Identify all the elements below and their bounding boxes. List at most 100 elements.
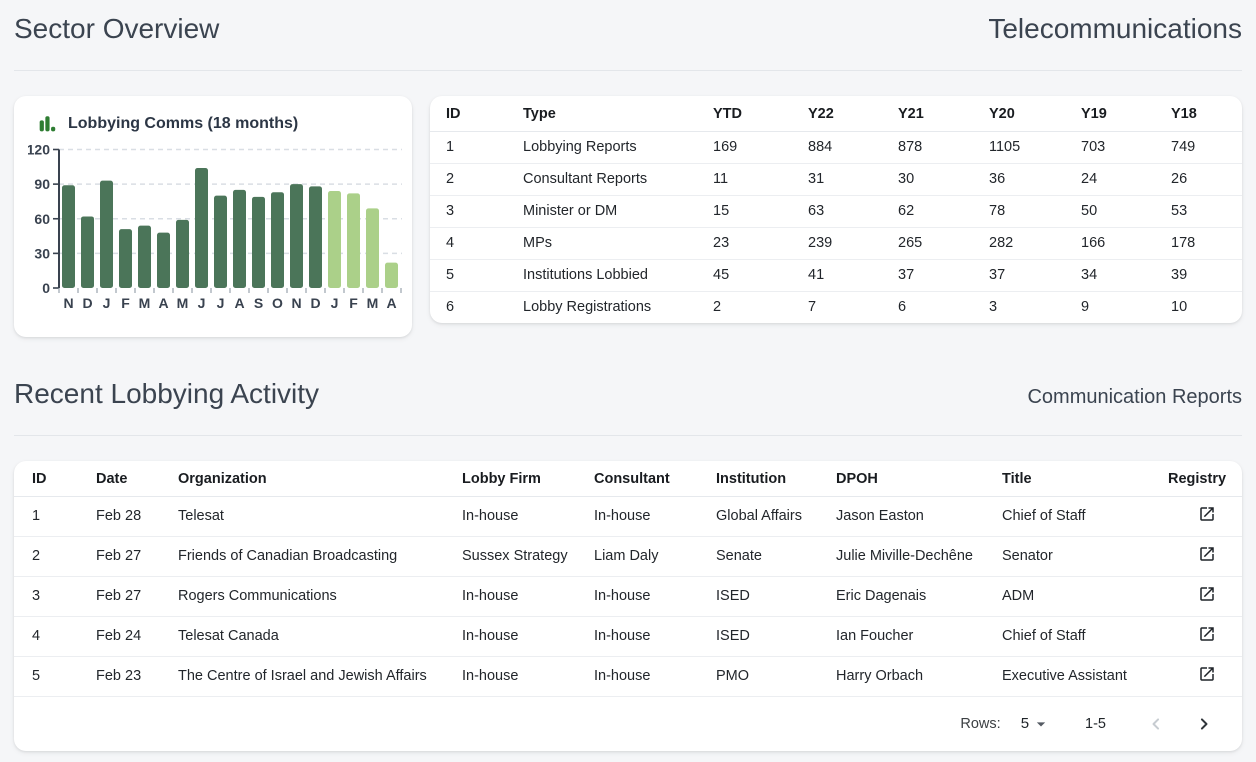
x-axis-label: D: [82, 295, 92, 311]
activity-cell-dpoh: Eric Dagenais: [836, 576, 1002, 617]
bar: [119, 229, 132, 288]
stats-col-header: Y20: [989, 96, 1081, 132]
activity-table-row: 3 Feb 27 Rogers Communications In-house In-h…: [14, 576, 1242, 617]
x-axis-label: A: [386, 295, 396, 311]
stats-col-header: Y21: [898, 96, 989, 132]
stats-col-header: Y19: [1081, 96, 1171, 132]
x-axis-label: F: [349, 295, 358, 311]
stats-cell: Lobbying Reports: [523, 131, 713, 164]
activity-cell-dpoh: Ian Foucher: [836, 616, 1002, 657]
stats-cell: 7: [808, 299, 817, 315]
activity-col-header: Title: [1002, 461, 1154, 497]
chevron-right-icon: [1194, 717, 1214, 737]
stats-cell: 749: [1171, 131, 1242, 164]
x-axis-label: J: [331, 295, 339, 311]
activity-cell-date: Feb 24: [96, 616, 178, 657]
stats-cell: 878: [898, 131, 989, 164]
stats-cell: 265: [898, 227, 989, 260]
stats-cell: 26: [1171, 163, 1242, 196]
stats-cell: 50: [1081, 195, 1171, 228]
activity-cell-title: Chief of Staff: [1002, 616, 1154, 657]
sector-overview-header: Sector Overview Telecommunications: [0, 0, 1256, 45]
stats-cell: 41: [808, 259, 898, 292]
bar: [195, 167, 208, 288]
activity-cell-lobby_firm: Sussex Strategy: [462, 536, 594, 577]
lobbying-comms-card: Lobbying Comms (18 months) 0 30 60 90 120 N D J…: [14, 96, 412, 337]
x-axis-label: N: [63, 295, 73, 311]
activity-cell-registry: [1154, 656, 1242, 697]
stats-cell: 31: [808, 163, 898, 196]
stats-col-header: Type: [523, 96, 713, 132]
activity-table-row: 5 Feb 23 The Centre of Israel and Jewish A…: [14, 656, 1242, 697]
bar: [271, 192, 284, 288]
registry-link-button[interactable]: [1198, 545, 1216, 563]
activity-cell-id: 3: [14, 576, 96, 617]
stats-cell: 239: [808, 227, 898, 260]
x-axis-label: A: [234, 295, 244, 311]
bar: [347, 193, 360, 288]
activity-table-card: ID Date Organization Lobby Firm Consultant In…: [14, 461, 1242, 751]
stats-cell: Minister or DM: [523, 195, 713, 228]
x-axis-label: J: [217, 295, 225, 311]
stats-cell: 4: [430, 227, 523, 260]
activity-cell-id: 1: [14, 496, 96, 537]
stats-table: ID Type YTD Y22 Y21 Y20 Y19 Y18 1 Lobbying Repor…: [430, 96, 1242, 323]
stats-cell: MPs: [523, 227, 713, 260]
activity-cell-date: Feb 23: [96, 656, 178, 697]
open-in-new-icon: [1200, 667, 1214, 681]
stats-cell: 884: [808, 131, 898, 164]
activity-cell-institution: Global Affairs: [716, 496, 836, 537]
x-axis-label: M: [139, 295, 151, 311]
registry-link-button[interactable]: [1198, 505, 1216, 523]
activity-table-row: 4 Feb 24 Telesat Canada In-house In-house ISE…: [14, 616, 1242, 657]
stats-table-row: 4 MPs 23 239 265 282 166 178: [430, 227, 1242, 260]
activity-table: ID Date Organization Lobby Firm Consultant In…: [14, 461, 1242, 697]
activity-cell-id: 5: [14, 656, 96, 697]
activity-cell-institution: ISED: [716, 616, 836, 657]
stats-table-row: 5 Institutions Lobbied 45 41 37 37 34 39: [430, 259, 1242, 292]
page-title: Sector Overview: [14, 13, 220, 44]
registry-link-button[interactable]: [1198, 665, 1216, 683]
activity-cell-registry: [1154, 496, 1242, 537]
prev-page-button[interactable]: [1144, 712, 1168, 736]
x-axis-label: J: [198, 295, 206, 311]
activity-cell-registry: [1154, 536, 1242, 577]
stats-table-row: 2 Consultant Reports 11 31 30 36 24 26: [430, 163, 1242, 196]
y-axis-label: 90: [34, 176, 50, 192]
stats-cell: 53: [1171, 195, 1242, 228]
activity-cell-date: Feb 28: [96, 496, 178, 537]
bar: [366, 208, 379, 288]
rows-per-page-select[interactable]: 5: [1021, 714, 1051, 734]
stats-table-row: 1 Lobbying Reports 169 884 878 1105 703 749: [430, 131, 1242, 164]
x-axis-label: M: [177, 295, 189, 311]
next-page-button[interactable]: [1192, 712, 1216, 736]
stats-cell: 6: [446, 299, 455, 315]
stats-cell: 5: [430, 259, 523, 292]
registry-link-button[interactable]: [1198, 585, 1216, 603]
activity-section-subtitle: Communication Reports: [1027, 386, 1242, 408]
bar: [138, 225, 151, 288]
activity-cell-organization: Telesat Canada: [178, 616, 462, 657]
bar: [214, 195, 227, 288]
bar: [233, 189, 246, 288]
activity-table-row: 1 Feb 28 Telesat In-house In-house Global Aff…: [14, 496, 1242, 537]
stats-cell: 30: [898, 163, 989, 196]
bar: [385, 262, 398, 288]
activity-cell-organization: Rogers Communications: [178, 576, 462, 617]
activity-cell-id: 4: [14, 616, 96, 657]
stats-cell: 34: [1081, 259, 1171, 292]
y-axis-label: 60: [34, 211, 50, 227]
activity-cell-registry: [1154, 576, 1242, 617]
registry-link-button[interactable]: [1198, 625, 1216, 643]
activity-header: Recent Lobbying Activity Communication R…: [0, 365, 1256, 410]
open-in-new-icon: [1200, 627, 1214, 641]
stats-col-header: Y22: [808, 96, 898, 132]
bar: [157, 232, 170, 288]
activity-cell-registry: [1154, 616, 1242, 657]
chevron-left-icon: [1146, 717, 1166, 737]
bar: [290, 184, 303, 288]
page-range-label: 1-5: [1085, 715, 1106, 732]
activity-col-header: Institution: [716, 461, 836, 497]
stats-cell: 24: [1081, 163, 1171, 196]
activity-cell-organization: Friends of Canadian Broadcasting: [178, 536, 462, 577]
